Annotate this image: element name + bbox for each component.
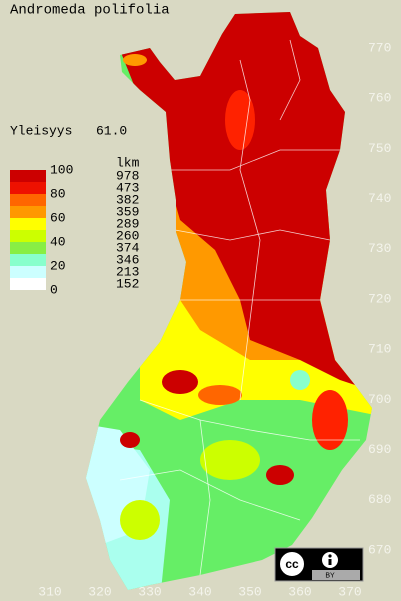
legend-count: 260: [116, 228, 139, 243]
y-axis-label: 670: [368, 542, 391, 557]
frequency-label: Yleisyys: [10, 123, 72, 138]
legend-swatch: [10, 230, 46, 242]
y-axis-label: 720: [368, 291, 391, 306]
legend-swatch: [10, 182, 46, 194]
legend-level: 40: [50, 234, 66, 249]
y-axis-label: 760: [368, 91, 391, 106]
legend-swatch: [10, 206, 46, 218]
region-fill: [266, 465, 294, 485]
license-badge: cc BY: [274, 547, 364, 582]
by-icon: [328, 554, 332, 558]
region-fill: [225, 90, 255, 150]
y-axis-label: 770: [368, 40, 391, 55]
region-fill: [120, 500, 160, 540]
region-fill: [123, 54, 147, 66]
legend-swatch: [10, 242, 46, 254]
region-fill: [162, 370, 198, 394]
legend-swatch: [10, 170, 46, 182]
y-axis-label: 740: [368, 191, 391, 206]
legend-level: 20: [50, 258, 66, 273]
axes: 770 760 750 740 730 720 710 700 690 680 670 310 320 3…: [38, 40, 391, 599]
x-axis-label: 310: [38, 584, 61, 599]
legend-swatch: [10, 194, 46, 206]
legend-swatch: [10, 254, 46, 266]
x-axis-label: 370: [338, 584, 361, 599]
by-icon: [328, 559, 332, 565]
legend-count: 213: [116, 264, 139, 279]
x-axis-label: 360: [288, 584, 311, 599]
y-axis-label: 750: [368, 141, 391, 156]
x-axis-label: 320: [88, 584, 111, 599]
legend-swatch: [10, 266, 46, 278]
legend-level: 80: [50, 186, 66, 201]
x-axis-label: 350: [238, 584, 261, 599]
y-axis-label: 730: [368, 241, 391, 256]
legend-count: 152: [116, 276, 139, 291]
frequency-value: 61.0: [96, 123, 127, 138]
y-axis-label: 680: [368, 492, 391, 507]
legend-count: 382: [116, 192, 139, 207]
legend: 100 80 60 40 20 0 9784733823592892603743462131…: [10, 162, 140, 297]
cc-circle: [278, 550, 306, 578]
legend-level: 100: [50, 162, 73, 177]
y-axis-label: 690: [368, 442, 391, 457]
region-fill: [198, 385, 242, 405]
x-axis-label: 340: [188, 584, 211, 599]
cc-icon: cc: [285, 557, 299, 571]
region-fill: [120, 432, 140, 448]
legend-level: 0: [50, 282, 58, 297]
legend-swatch: [10, 218, 46, 230]
x-axis-label: 330: [138, 584, 161, 599]
legend-count: 346: [116, 252, 139, 267]
legend-level: 60: [50, 210, 66, 225]
legend-count: 473: [116, 180, 139, 195]
legend-count: 374: [116, 240, 140, 255]
legend-swatch: [10, 278, 46, 290]
badge-text: BY: [325, 572, 335, 579]
region-fill: [290, 370, 310, 390]
legend-count: 978: [116, 168, 139, 183]
map-title: Andromeda polifolia: [10, 3, 170, 19]
borders: [119, 39, 360, 576]
legend-count: 359: [116, 204, 139, 219]
y-axis-label: 710: [368, 342, 391, 357]
legend-header: lkm: [116, 155, 140, 170]
region-fill: [200, 440, 260, 480]
badge-strip: [312, 570, 360, 580]
region-fill: [312, 390, 348, 450]
legend-count: 289: [116, 216, 139, 231]
y-axis-label: 700: [368, 392, 391, 407]
